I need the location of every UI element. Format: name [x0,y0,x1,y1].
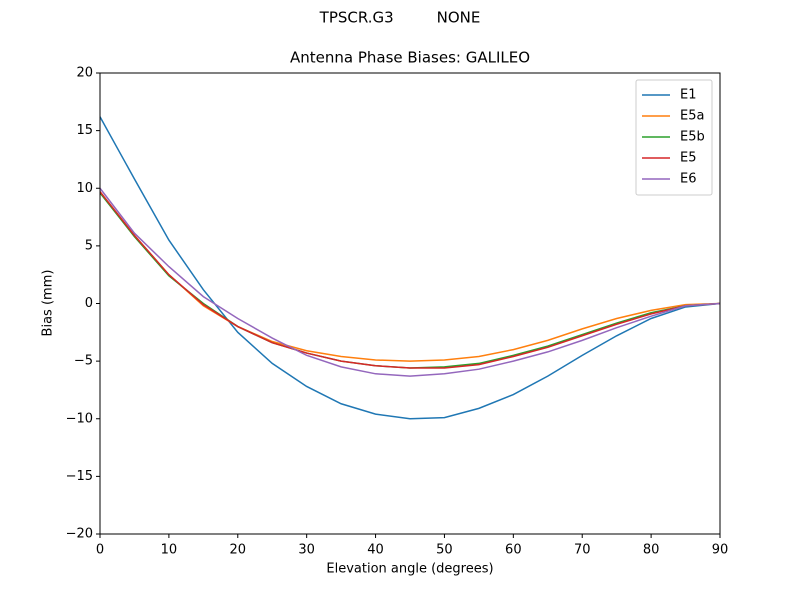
x-tick-label: 0 [96,543,104,558]
x-tick-label: 70 [574,543,591,558]
y-tick-label: 15 [76,123,93,138]
y-tick-label: 20 [76,66,93,81]
x-tick-label: 30 [298,543,315,558]
y-axis-label: Bias (mm) [41,270,56,337]
legend-label: E6 [680,172,697,187]
legend: E1 E5a E5b E5 E6 [635,79,713,196]
series-line [99,191,721,362]
y-tick-label: 0 [85,296,93,311]
legend-label: E1 [680,88,697,103]
series-line [99,116,721,420]
legend-label: E5 [680,151,697,166]
suptitle: TPSCR.G3 NONE [319,9,481,27]
legend-label: E5a [680,109,704,124]
x-axis-label: Elevation angle (degrees) [326,562,493,577]
series-line [99,191,721,369]
legend-box [635,79,713,196]
series-line [99,187,721,377]
x-tick-label: 60 [505,543,522,558]
y-tick-label: −5 [74,354,93,369]
y-tick-label: −10 [66,411,93,426]
x-tick-label: 80 [643,543,660,558]
x-tick-label: 10 [161,543,178,558]
x-tick-label: 90 [712,543,729,558]
legend-label: E5b [680,130,705,145]
y-tick-label: −15 [66,469,93,484]
x-tick-label: 20 [230,543,247,558]
x-tick-label: 40 [367,543,384,558]
y-tick-label: 5 [85,238,93,253]
y-tick-label: 10 [76,181,93,196]
x-tick-label: 50 [436,543,453,558]
chart-title: Antenna Phase Biases: GALILEO [290,49,530,67]
plot-frame [99,72,721,535]
y-tick-label: −20 [66,527,93,542]
